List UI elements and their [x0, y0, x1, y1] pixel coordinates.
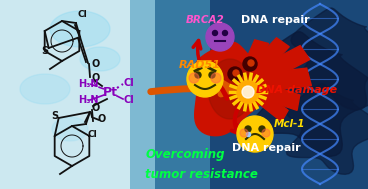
Polygon shape: [50, 11, 110, 47]
Text: O: O: [92, 103, 100, 113]
Text: Cl: Cl: [124, 95, 135, 105]
Text: Mcl-1: Mcl-1: [274, 119, 306, 129]
Circle shape: [212, 30, 217, 36]
Circle shape: [245, 126, 251, 132]
Polygon shape: [244, 80, 288, 122]
Text: O: O: [91, 73, 99, 83]
Bar: [155, 0, 368, 189]
Circle shape: [195, 72, 201, 78]
Circle shape: [243, 57, 257, 71]
Polygon shape: [237, 46, 310, 92]
Circle shape: [233, 70, 239, 76]
Polygon shape: [291, 8, 368, 110]
Polygon shape: [195, 42, 267, 136]
Circle shape: [242, 86, 254, 98]
Circle shape: [189, 73, 199, 83]
Polygon shape: [20, 74, 70, 104]
Text: O: O: [92, 59, 100, 69]
Circle shape: [206, 23, 234, 51]
Circle shape: [228, 67, 242, 81]
Text: Cl: Cl: [88, 130, 98, 139]
Polygon shape: [286, 84, 368, 174]
Text: S: S: [51, 111, 58, 121]
Circle shape: [187, 61, 223, 97]
Circle shape: [211, 73, 221, 83]
Text: DNA repair: DNA repair: [241, 15, 309, 25]
Circle shape: [259, 126, 265, 132]
Text: DNA damage: DNA damage: [256, 85, 337, 95]
Text: Cl: Cl: [78, 10, 88, 19]
Polygon shape: [234, 40, 269, 90]
Text: O: O: [98, 114, 106, 124]
Circle shape: [209, 72, 215, 78]
Polygon shape: [241, 68, 311, 93]
Polygon shape: [235, 38, 289, 91]
Polygon shape: [244, 77, 300, 110]
Bar: [130, 0, 210, 189]
Circle shape: [248, 60, 254, 66]
Text: tumor resistance: tumor resistance: [145, 168, 258, 181]
Circle shape: [223, 30, 227, 36]
Circle shape: [240, 129, 248, 137]
Text: BRCA2: BRCA2: [186, 15, 224, 25]
Polygon shape: [208, 59, 252, 119]
Text: DNA repair: DNA repair: [232, 143, 300, 153]
Text: Overcoming: Overcoming: [145, 148, 225, 160]
Text: H₃N: H₃N: [78, 95, 99, 105]
Text: RAD51: RAD51: [178, 60, 220, 70]
Polygon shape: [250, 32, 368, 156]
Polygon shape: [52, 117, 88, 141]
Text: H₃N: H₃N: [78, 79, 99, 89]
Circle shape: [262, 129, 270, 137]
Text: S: S: [41, 46, 48, 56]
Text: Cl: Cl: [124, 78, 135, 88]
Circle shape: [237, 81, 259, 103]
Polygon shape: [80, 47, 120, 71]
Circle shape: [237, 116, 273, 152]
Text: Pt: Pt: [103, 85, 117, 98]
